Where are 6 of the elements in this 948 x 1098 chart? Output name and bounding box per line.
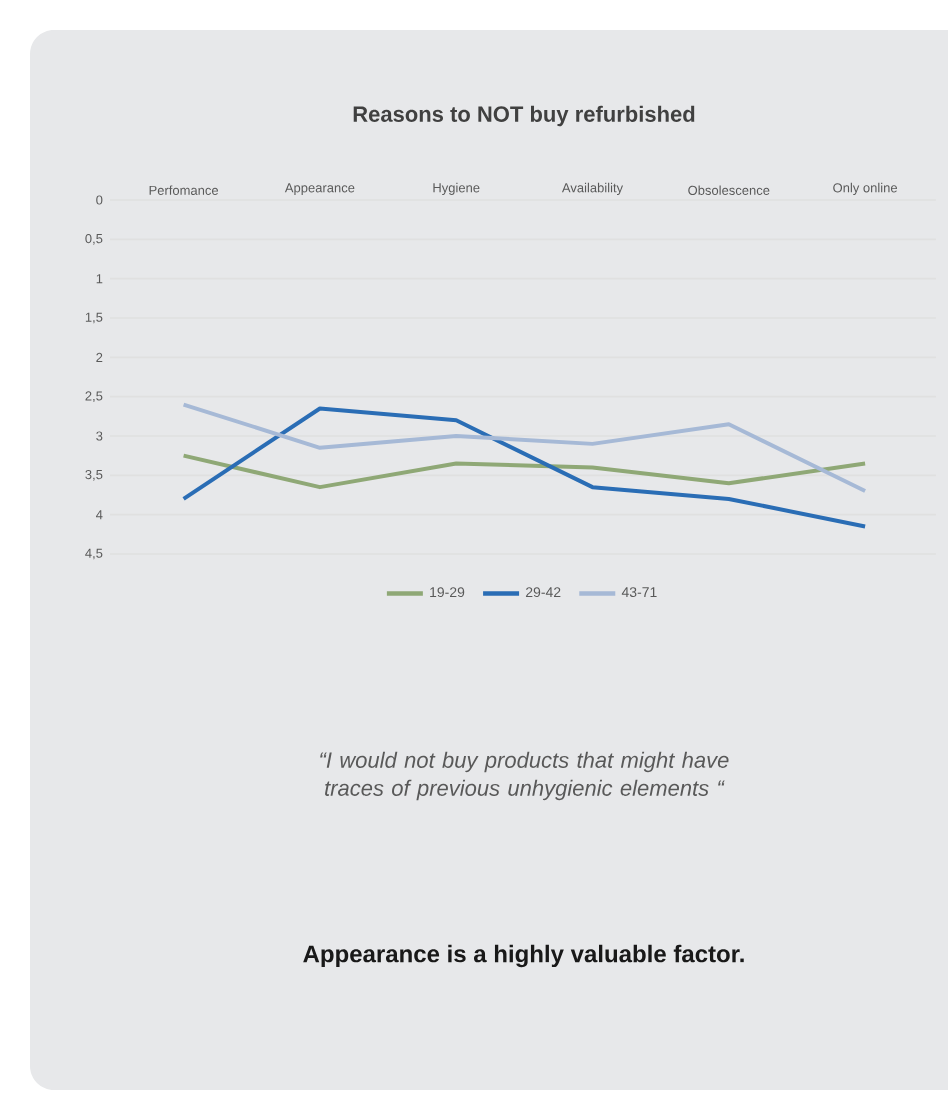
text: “I would not buy products that might have traces of previous unhygienic elements “ bbox=[320, 751, 729, 801]
line-series bbox=[181, 453, 868, 490]
line-series bbox=[181, 406, 868, 529]
line-series bbox=[181, 402, 868, 494]
text: Appearance is a highly valuable factor. bbox=[303, 944, 744, 968]
chart-title: Reasons to NOT buy refurbished bbox=[353, 105, 695, 127]
